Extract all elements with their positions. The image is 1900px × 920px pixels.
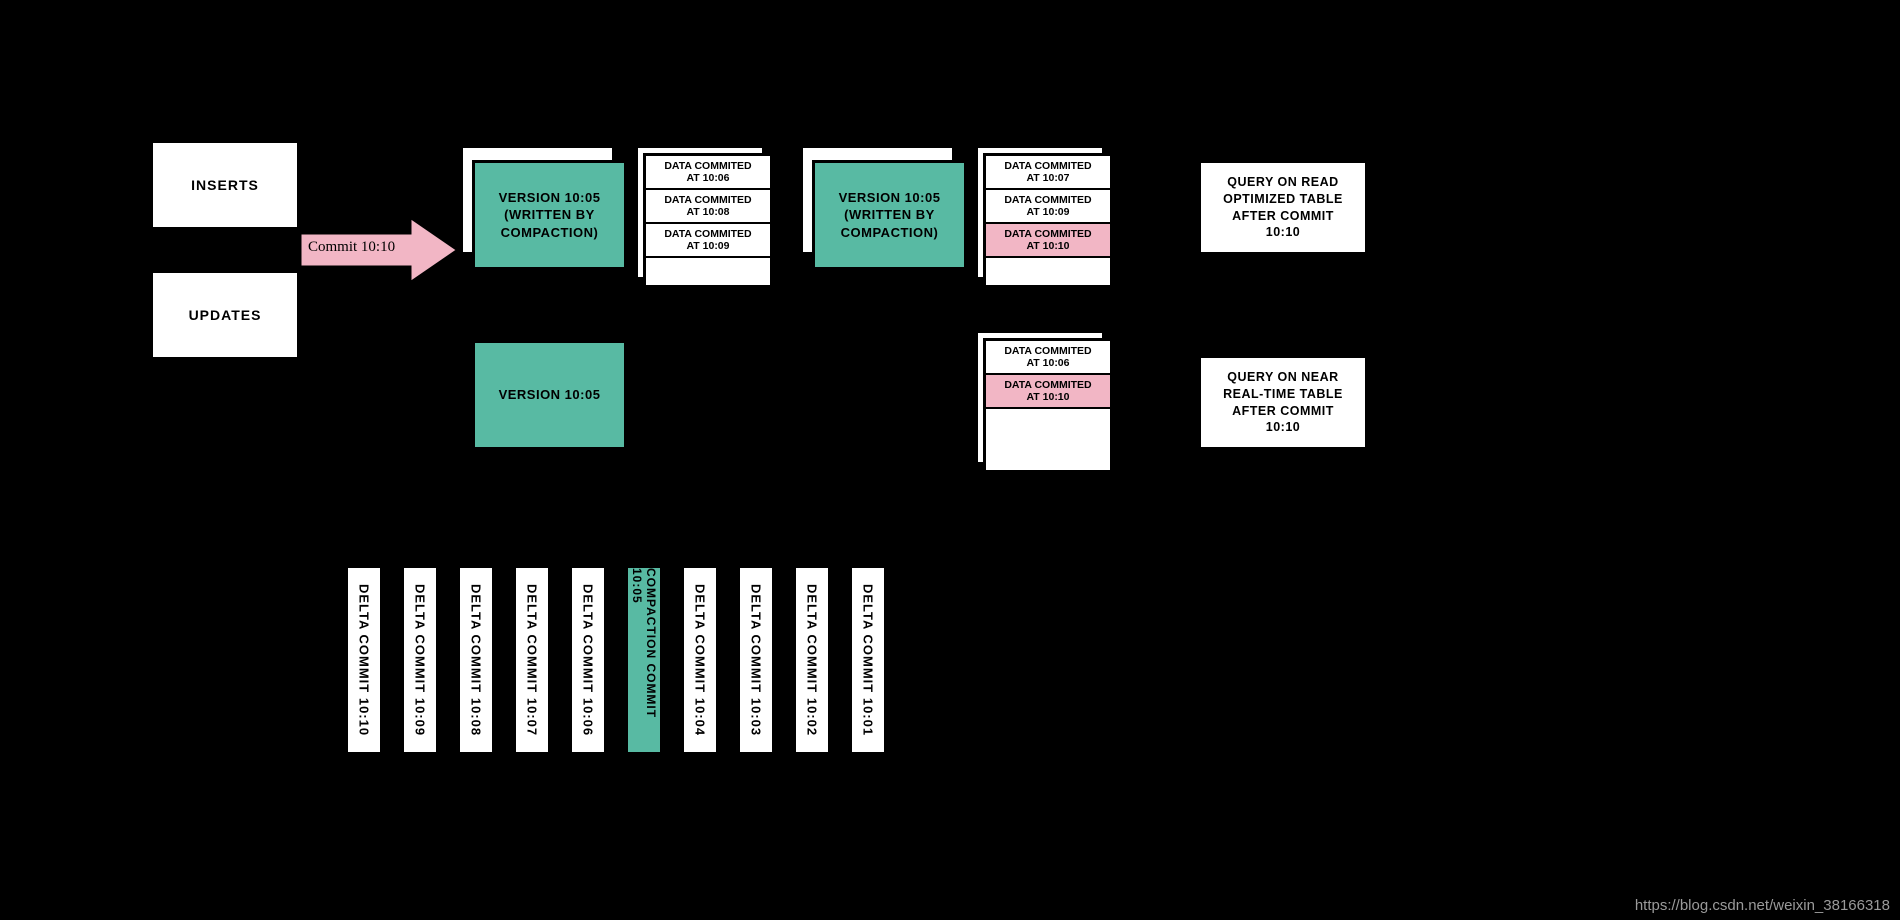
inserts-box: INSERTS <box>150 140 300 230</box>
timeline-item-1: DELTA COMMIT 10:09 <box>401 565 439 755</box>
updates-label: UPDATES <box>189 307 262 323</box>
stack-1: DATA COMMITED AT 10:06 DATA COMMITED AT … <box>643 153 773 288</box>
stack3-row1: DATA COMMITED AT 10:10 <box>986 375 1110 409</box>
stack2-row0: DATA COMMITED AT 10:07 <box>986 156 1110 190</box>
timeline-strip: DELTA COMMIT 10:10 DELTA COMMIT 10:09 DE… <box>345 565 887 755</box>
timeline-item-5: COMPACTION COMMIT 10:05 <box>625 565 663 755</box>
timeline-item-9: DELTA COMMIT 10:01 <box>849 565 887 755</box>
stack2-row1: DATA COMMITED AT 10:09 <box>986 190 1110 224</box>
stack1-row1: DATA COMMITED AT 10:08 <box>646 190 770 224</box>
version-compaction-2: VERSION 10:05 (WRITTEN BY COMPACTION) <box>812 160 967 270</box>
query-near-realtime-label: QUERY ON NEAR REAL-TIME TABLE AFTER COMM… <box>1223 369 1343 437</box>
inserts-label: INSERTS <box>191 177 259 193</box>
version-compaction-2-label: VERSION 10:05 (WRITTEN BY COMPACTION) <box>839 189 941 242</box>
query-near-realtime: QUERY ON NEAR REAL-TIME TABLE AFTER COMM… <box>1198 355 1368 450</box>
stack-3: DATA COMMITED AT 10:06 DATA COMMITED AT … <box>983 338 1113 473</box>
watermark: https://blog.csdn.net/weixin_38166318 <box>1635 897 1890 914</box>
stack2-row2: DATA COMMITED AT 10:10 <box>986 224 1110 258</box>
version-compaction-1: VERSION 10:05 (WRITTEN BY COMPACTION) <box>472 160 627 270</box>
timeline-item-4: DELTA COMMIT 10:06 <box>569 565 607 755</box>
timeline-item-0: DELTA COMMIT 10:10 <box>345 565 383 755</box>
arrow-label: Commit 10:10 <box>308 239 395 255</box>
stack1-row0: DATA COMMITED AT 10:06 <box>646 156 770 190</box>
stack1-row2: DATA COMMITED AT 10:09 <box>646 224 770 258</box>
commit-arrow: Commit 10:10 <box>300 215 460 285</box>
timeline-item-6: DELTA COMMIT 10:04 <box>681 565 719 755</box>
stack3-row0: DATA COMMITED AT 10:06 <box>986 341 1110 375</box>
updates-box: UPDATES <box>150 270 300 360</box>
version-plain: VERSION 10:05 <box>472 340 627 450</box>
timeline-item-8: DELTA COMMIT 10:02 <box>793 565 831 755</box>
version-plain-label: VERSION 10:05 <box>499 386 601 404</box>
query-read-optimized: QUERY ON READ OPTIMIZED TABLE AFTER COMM… <box>1198 160 1368 255</box>
timeline-item-7: DELTA COMMIT 10:03 <box>737 565 775 755</box>
timeline-item-3: DELTA COMMIT 10:07 <box>513 565 551 755</box>
query-read-optimized-label: QUERY ON READ OPTIMIZED TABLE AFTER COMM… <box>1223 174 1343 242</box>
stack-2: DATA COMMITED AT 10:07 DATA COMMITED AT … <box>983 153 1113 288</box>
timeline-item-2: DELTA COMMIT 10:08 <box>457 565 495 755</box>
version-compaction-1-label: VERSION 10:05 (WRITTEN BY COMPACTION) <box>499 189 601 242</box>
